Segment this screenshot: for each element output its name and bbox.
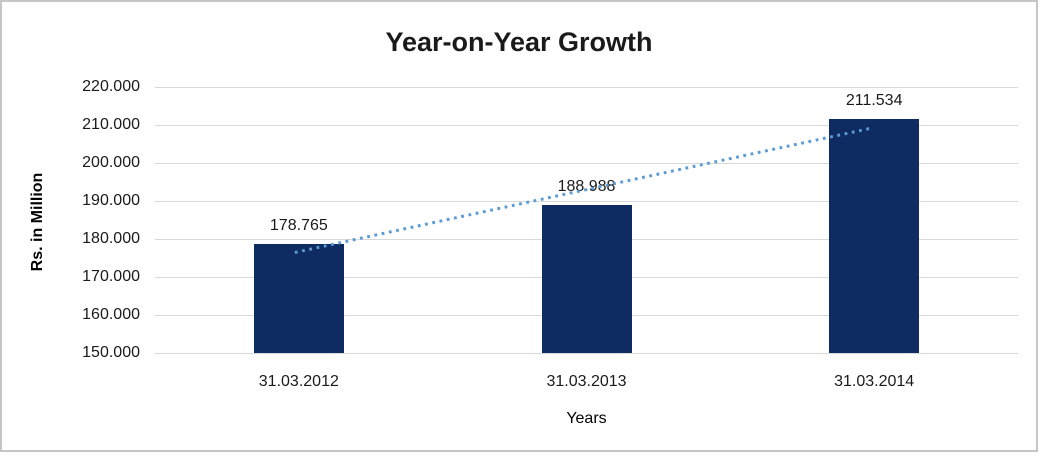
y-tick-label: 210.000 [82,116,140,133]
y-tick-label: 170.000 [82,268,140,285]
bar [541,204,632,353]
x-category-label: 31.03.2014 [834,373,915,390]
y-axis-title-text: Rs. in Million [29,172,46,272]
x-category-label: 31.03.2012 [258,373,339,390]
y-tick-label: 220.000 [82,78,140,95]
gridline [155,124,1018,126]
bar-value-label: 211.534 [845,92,903,110]
x-category-label: 31.03.2013 [546,373,627,390]
bar-value-label: 188.988 [557,177,616,195]
bar [253,243,344,353]
chart-title: Year-on-Year Growth [385,27,653,57]
bar [829,119,920,353]
y-tick-label: 200.000 [82,154,140,171]
gridline [155,86,1018,88]
y-tick-label: 160.000 [82,306,140,323]
y-tick-label: 180.000 [82,230,140,247]
bar-value-label: 178.765 [269,216,328,234]
x-axis-title: Years [566,410,607,427]
y-tick-label: 150.000 [82,344,140,361]
y-tick-label: 190.000 [82,192,140,209]
gridline [155,352,1018,354]
